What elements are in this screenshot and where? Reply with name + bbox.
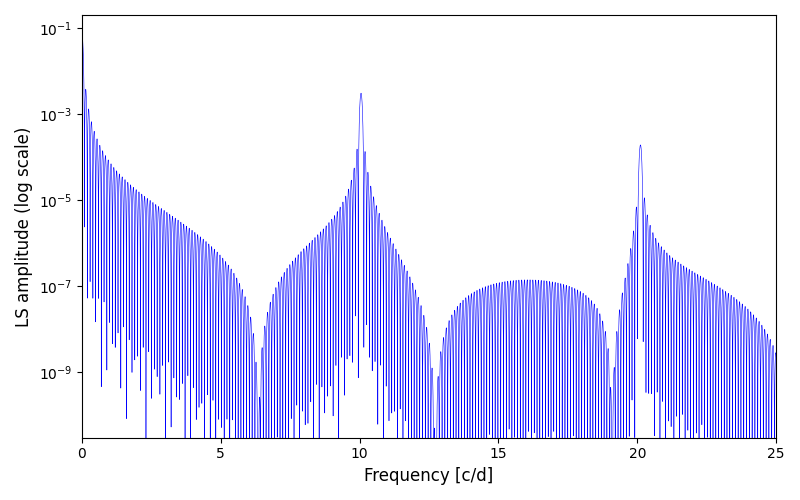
Y-axis label: LS amplitude (log scale): LS amplitude (log scale): [15, 126, 33, 326]
X-axis label: Frequency [c/d]: Frequency [c/d]: [364, 467, 494, 485]
